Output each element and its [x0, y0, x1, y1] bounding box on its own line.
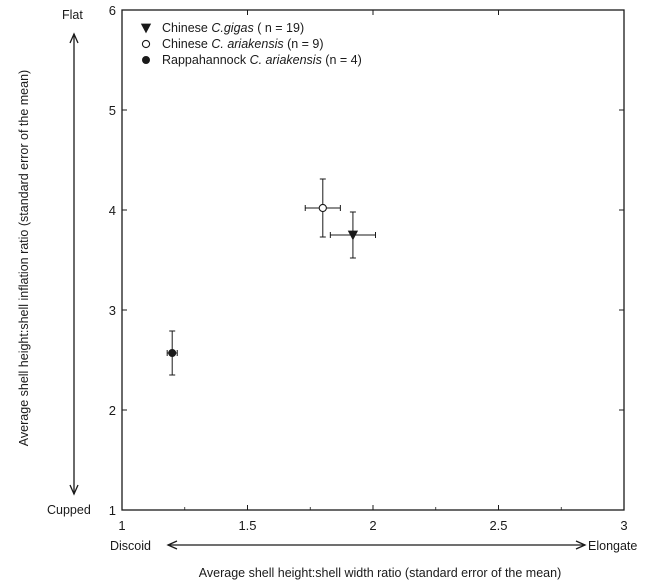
data-point-group [329, 211, 377, 259]
legend-entry-label: Chinese C.gigas ( n = 19) [162, 21, 304, 35]
data-point [168, 348, 177, 357]
data-point [318, 203, 327, 213]
legend-text-part: (n = 4) [322, 53, 362, 67]
legend-text-part: Chinese [162, 21, 211, 35]
legend-text-part: ( n = 19) [254, 21, 304, 35]
y-tick-label: 6 [109, 3, 116, 18]
x-tick-label: 3 [620, 518, 627, 533]
y-tick-label: 5 [109, 103, 116, 118]
legend-text-part: Chinese [162, 37, 211, 51]
legend-entry-label: Chinese C. ariakensis (n = 9) [162, 37, 324, 51]
discoid-label: Discoid [110, 539, 151, 553]
y-axis-title: Average shell height:shell inflation rat… [17, 70, 31, 446]
x-tick-label: 1 [118, 518, 125, 533]
horizontal-arrow-head-left [166, 540, 178, 550]
data-point-group [166, 330, 178, 376]
legend-text-part: C. ariakensis [250, 53, 322, 67]
y-tick-label: 2 [109, 403, 116, 418]
x-tick-label: 1.5 [238, 518, 256, 533]
legend-text-part: (n = 9) [284, 37, 324, 51]
legend-marker [141, 56, 150, 65]
vertical-arrow-head-up [69, 32, 79, 44]
flat-label: Flat [62, 8, 83, 22]
x-tick-label: 2 [369, 518, 376, 533]
legend-marker [140, 23, 152, 34]
y-tick-label: 1 [109, 503, 116, 518]
elongate-label: Elongate [588, 539, 637, 553]
legend-entry-label: Rappahannock C. ariakensis (n = 4) [162, 53, 362, 67]
horizontal-arrow-head-right [575, 540, 587, 550]
x-tick-label: 2.5 [489, 518, 507, 533]
legend-text-part: C. ariakensis [211, 37, 283, 51]
x-axis-title: Average shell height:shell width ratio (… [199, 566, 561, 580]
y-tick-label: 4 [109, 203, 116, 218]
y-tick-label: 3 [109, 303, 116, 318]
legend-text-part: C.gigas [211, 21, 253, 35]
cupped-label: Cupped [47, 503, 91, 517]
vertical-arrow-head-down [69, 484, 79, 496]
data-point [347, 230, 359, 241]
legend-marker [141, 39, 151, 49]
plot-frame [121, 9, 625, 511]
data-point-group [304, 178, 341, 238]
legend-text-part: Rappahannock [162, 53, 250, 67]
